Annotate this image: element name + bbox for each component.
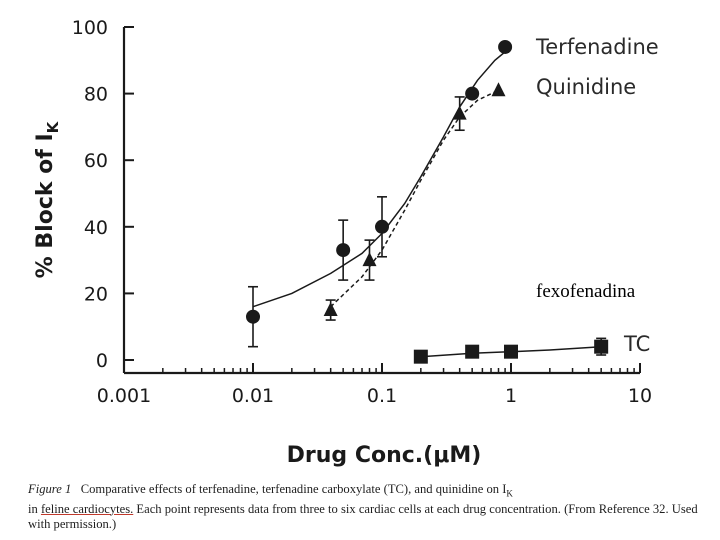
- terfenadine-fit-curve: [252, 46, 512, 308]
- x-tick-label: 0.1: [367, 385, 397, 407]
- y-tick-label: 20: [84, 283, 108, 305]
- tc-point: [504, 344, 518, 359]
- x-axis-title: Drug Conc.(μM): [287, 443, 482, 468]
- tc-legend-label: TC: [623, 332, 650, 356]
- x-tick-label: 0.001: [97, 385, 151, 407]
- caption-underlined-text: feline cardiocytes.: [40, 501, 134, 516]
- tc-point: [413, 349, 428, 364]
- x-tick-label: 10: [628, 385, 652, 407]
- caption-text-1: Comparative effects of terfenadine, terf…: [80, 482, 507, 496]
- terfenadine-point: [375, 219, 389, 234]
- y-axis-title-subscript: K: [44, 120, 62, 133]
- terfenadine-point: [498, 39, 513, 54]
- quinidine-point: [323, 302, 338, 317]
- y-ticks: 0 20 40 60 80 100: [72, 17, 134, 372]
- quinidine-point: [491, 82, 506, 97]
- figure-label: Figure 1: [28, 482, 72, 496]
- x-tick-label: 1: [505, 385, 517, 407]
- data-markers: [246, 39, 609, 364]
- quinidine-point: [452, 105, 467, 120]
- y-tick-label: 60: [84, 150, 108, 172]
- y-axis-title-main: % Block of I: [33, 133, 58, 278]
- tc-point: [465, 344, 480, 359]
- y-tick-label: 80: [84, 84, 108, 106]
- error-bars: [248, 96, 607, 356]
- y-tick-label: 100: [72, 17, 108, 39]
- fexofenadina-annotation: fexofenadina: [536, 281, 636, 302]
- y-axis-title: % Block of IK: [33, 120, 62, 278]
- caption-text-2: in: [28, 501, 41, 516]
- tc-point: [594, 339, 609, 354]
- figure-caption: Figure 1 Comparative effects of terfenad…: [28, 482, 700, 532]
- caption-text-3: Each point represents data from three to…: [28, 501, 698, 531]
- terfenadine-point: [336, 243, 351, 258]
- x-tick-label: 0.01: [232, 385, 274, 407]
- y-tick-label: 40: [84, 217, 108, 239]
- terfenadine-point: [246, 309, 260, 324]
- x-ticks: 0.001 0.01 0.1 1 10: [97, 363, 652, 407]
- y-tick-label: 0: [96, 350, 108, 372]
- legend: Terfenadine Quinidine TC: [535, 35, 659, 356]
- quinidine-fit-curve: [330, 89, 499, 308]
- caption-ik-subscript: K: [506, 488, 513, 499]
- quinidine-legend-label: Quinidine: [536, 75, 636, 99]
- terfenadine-legend-label: Terfenadine: [535, 35, 659, 59]
- terfenadine-point: [465, 86, 480, 101]
- svg-text:% Block of IK: % Block of IK: [33, 120, 62, 278]
- quinidine-point: [362, 252, 377, 267]
